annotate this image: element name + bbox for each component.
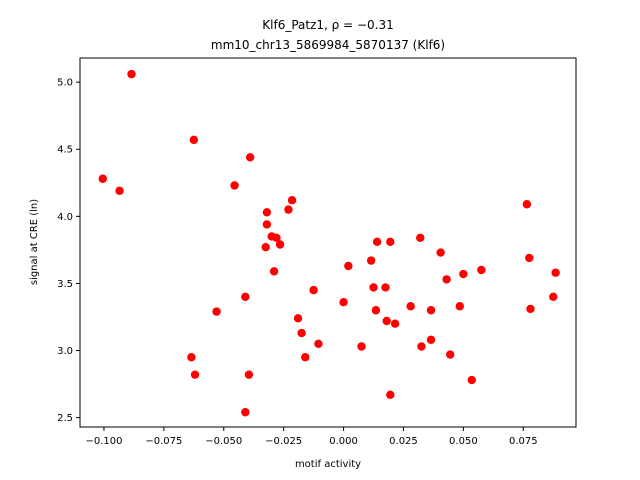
x-tick-label: −0.100 xyxy=(85,436,122,447)
data-point xyxy=(371,306,381,315)
x-tick-label: 0.025 xyxy=(389,436,418,447)
data-point xyxy=(417,342,426,351)
data-point xyxy=(339,298,348,307)
points-layer xyxy=(98,69,560,417)
data-point xyxy=(526,304,535,314)
data-point xyxy=(455,302,464,311)
data-point xyxy=(386,237,395,247)
data-point xyxy=(436,248,445,257)
data-point xyxy=(344,261,353,271)
data-point xyxy=(261,243,270,252)
y-axis-ticks: 2.5 3.0 3.5 4.0 4.5 5.0 xyxy=(57,78,80,424)
data-point xyxy=(382,316,391,326)
data-point xyxy=(262,220,272,229)
data-point xyxy=(372,237,382,247)
data-point xyxy=(127,69,136,79)
x-tick-label: 0.000 xyxy=(329,436,358,447)
data-point xyxy=(525,253,534,263)
data-point xyxy=(314,339,323,349)
data-point xyxy=(467,375,476,385)
data-point xyxy=(366,256,376,265)
x-tick-label: −0.050 xyxy=(205,436,242,447)
y-tick-label: 3.0 xyxy=(57,346,73,357)
y-tick-label: 4.0 xyxy=(57,212,73,223)
data-point xyxy=(272,233,281,242)
y-axis-label: signal at CRE (ln) xyxy=(29,199,40,285)
data-point xyxy=(549,292,558,302)
x-tick-label: 0.075 xyxy=(509,436,538,447)
data-point xyxy=(190,370,200,379)
data-point xyxy=(275,240,285,249)
data-point xyxy=(309,285,318,295)
x-axis-label: motif activity xyxy=(295,459,361,470)
data-point xyxy=(301,353,310,362)
data-point xyxy=(390,319,400,328)
data-point xyxy=(357,342,366,351)
x-tick-label: 0.050 xyxy=(449,436,478,447)
data-point xyxy=(459,269,468,279)
data-point xyxy=(416,233,425,242)
data-point xyxy=(293,314,303,323)
data-point xyxy=(230,181,239,190)
y-tick-label: 4.5 xyxy=(57,145,73,156)
data-point xyxy=(244,370,254,379)
data-point xyxy=(284,205,293,214)
data-point xyxy=(442,275,451,284)
data-point xyxy=(98,174,107,183)
data-point xyxy=(269,267,279,276)
data-point xyxy=(426,335,436,344)
data-point xyxy=(381,283,390,292)
chart-title-line1: Klf6_Patz1, ρ = −0.31 xyxy=(262,18,393,32)
data-point xyxy=(446,350,455,359)
data-point xyxy=(212,307,221,316)
data-point xyxy=(262,208,272,217)
data-point xyxy=(551,268,560,277)
data-point xyxy=(287,196,297,205)
data-point xyxy=(187,353,196,362)
y-tick-label: 3.5 xyxy=(57,279,73,290)
x-tick-label: −0.025 xyxy=(265,436,302,447)
data-point xyxy=(189,135,199,145)
data-point xyxy=(426,306,436,315)
data-point xyxy=(297,328,306,338)
y-tick-label: 2.5 xyxy=(57,413,73,424)
data-point xyxy=(386,390,395,399)
data-point xyxy=(406,302,415,311)
data-point xyxy=(241,408,250,417)
x-axis-ticks: −0.100 −0.075 −0.050 −0.025 0.000 0.025 0.050 0… xyxy=(85,427,538,447)
data-point xyxy=(522,200,532,209)
data-point xyxy=(241,292,250,302)
y-tick-label: 5.0 xyxy=(57,78,73,89)
data-point xyxy=(369,283,378,292)
data-point xyxy=(477,265,486,275)
chart-title-line2: mm10_chr13_5869984_5870137 (Klf6) xyxy=(211,38,445,52)
data-point xyxy=(115,186,124,196)
x-tick-label: −0.075 xyxy=(145,436,182,447)
plot-frame xyxy=(79,57,577,428)
data-point xyxy=(245,153,255,162)
